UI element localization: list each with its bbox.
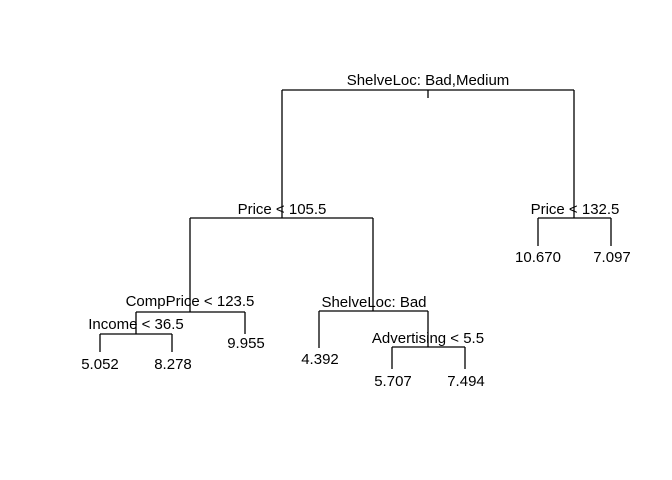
compprice-split-label: CompPrice < 123.5 bbox=[126, 293, 255, 310]
price-left-split-label: Price < 105.5 bbox=[238, 201, 327, 218]
root-split-label: ShelveLoc: Bad,Medium bbox=[347, 72, 510, 89]
advertising-split-label: Advertising < 5.5 bbox=[372, 330, 484, 347]
price-right-split-label: Price < 132.5 bbox=[531, 201, 620, 218]
leaf-value: 5.707 bbox=[374, 373, 412, 390]
shelveloc-bad-split-label: ShelveLoc: Bad bbox=[321, 294, 426, 311]
income-split-label: Income < 36.5 bbox=[88, 316, 183, 333]
leaf-value: 10.670 bbox=[515, 249, 561, 266]
leaf-value: 4.392 bbox=[301, 351, 339, 368]
leaf-value: 8.278 bbox=[154, 356, 192, 373]
leaf-value: 9.955 bbox=[227, 335, 265, 352]
leaf-value: 7.494 bbox=[447, 373, 485, 390]
leaf-value: 5.052 bbox=[81, 356, 119, 373]
leaf-value: 7.097 bbox=[593, 249, 631, 266]
